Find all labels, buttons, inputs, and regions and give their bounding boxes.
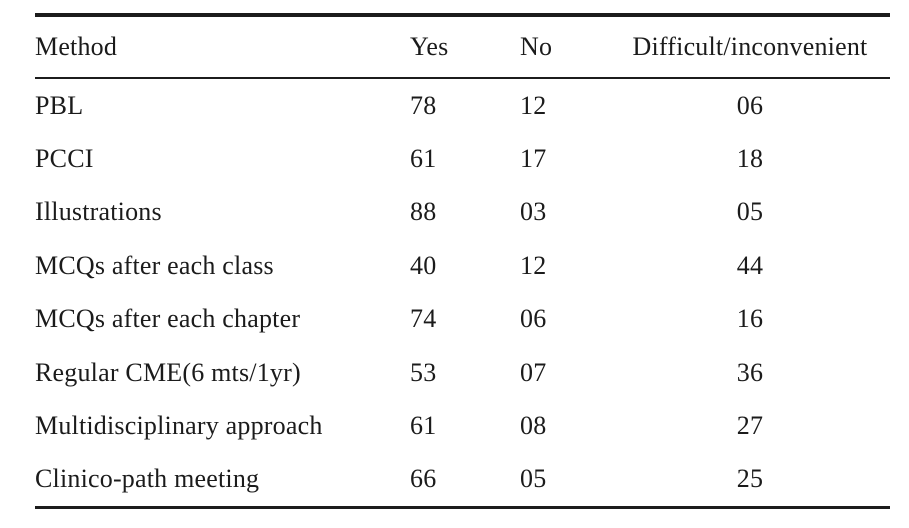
difficult-cell: 05 bbox=[736, 197, 764, 227]
table-row: MCQs after each chapter 74 06 16 bbox=[35, 293, 890, 346]
column-header-difficult-inconvenient: Difficult/inconvenient bbox=[632, 32, 868, 61]
no-cell: 12 bbox=[520, 250, 547, 280]
table-header-row: Method Yes No Difficult/inconvenient bbox=[35, 17, 890, 77]
table-top-rule bbox=[35, 13, 890, 17]
column-header-method: Method bbox=[35, 32, 118, 61]
method-cell: PBL bbox=[35, 90, 84, 120]
table-bottom-rule bbox=[35, 506, 890, 510]
yes-cell: 66 bbox=[410, 464, 437, 494]
no-cell: 03 bbox=[520, 197, 547, 227]
difficult-cell: 16 bbox=[736, 304, 764, 334]
table-row: Clinico-path meeting 66 05 25 bbox=[35, 453, 890, 506]
yes-cell: 53 bbox=[410, 357, 437, 387]
table-row: Regular CME(6 mts/1yr) 53 07 36 bbox=[35, 346, 890, 399]
no-cell: 08 bbox=[520, 411, 547, 441]
yes-cell: 40 bbox=[410, 250, 437, 280]
no-cell: 06 bbox=[520, 304, 547, 334]
difficult-cell: 36 bbox=[736, 357, 764, 387]
difficult-cell: 18 bbox=[736, 144, 764, 174]
yes-cell: 78 bbox=[410, 90, 437, 120]
no-cell: 12 bbox=[520, 90, 547, 120]
method-cell: Clinico-path meeting bbox=[35, 464, 260, 494]
method-cell: MCQs after each class bbox=[35, 250, 274, 280]
column-header-yes: Yes bbox=[410, 32, 449, 61]
table-row: Illustrations 88 03 05 bbox=[35, 186, 890, 239]
column-header-no: No bbox=[520, 32, 553, 61]
table-header-rule bbox=[35, 77, 890, 79]
method-cell: MCQs after each chapter bbox=[35, 304, 301, 334]
table-row: PCCI 61 17 18 bbox=[35, 132, 890, 185]
yes-cell: 61 bbox=[410, 144, 437, 174]
difficult-cell: 25 bbox=[736, 464, 764, 494]
table-row: MCQs after each class 40 12 44 bbox=[35, 239, 890, 292]
no-cell: 17 bbox=[520, 144, 547, 174]
survey-methods-table: Method Yes No Difficult/inconvenient PBL… bbox=[35, 13, 890, 510]
no-cell: 05 bbox=[520, 464, 547, 494]
yes-cell: 74 bbox=[410, 304, 437, 334]
difficult-cell: 06 bbox=[736, 90, 764, 120]
table-body: PBL 78 12 06 PCCI 61 17 18 Illustrations 88 03 05 MC… bbox=[35, 79, 890, 506]
method-cell: Illustrations bbox=[35, 197, 162, 227]
yes-cell: 88 bbox=[410, 197, 437, 227]
method-cell: PCCI bbox=[35, 144, 94, 174]
no-cell: 07 bbox=[520, 357, 547, 387]
method-cell: Multidisciplinary approach bbox=[35, 411, 323, 441]
difficult-cell: 27 bbox=[736, 411, 764, 441]
table-row: PBL 78 12 06 bbox=[35, 79, 890, 132]
yes-cell: 61 bbox=[410, 411, 437, 441]
method-cell: Regular CME(6 mts/1yr) bbox=[35, 357, 301, 387]
difficult-cell: 44 bbox=[736, 250, 764, 280]
table-row: Multidisciplinary approach 61 08 27 bbox=[35, 399, 890, 452]
